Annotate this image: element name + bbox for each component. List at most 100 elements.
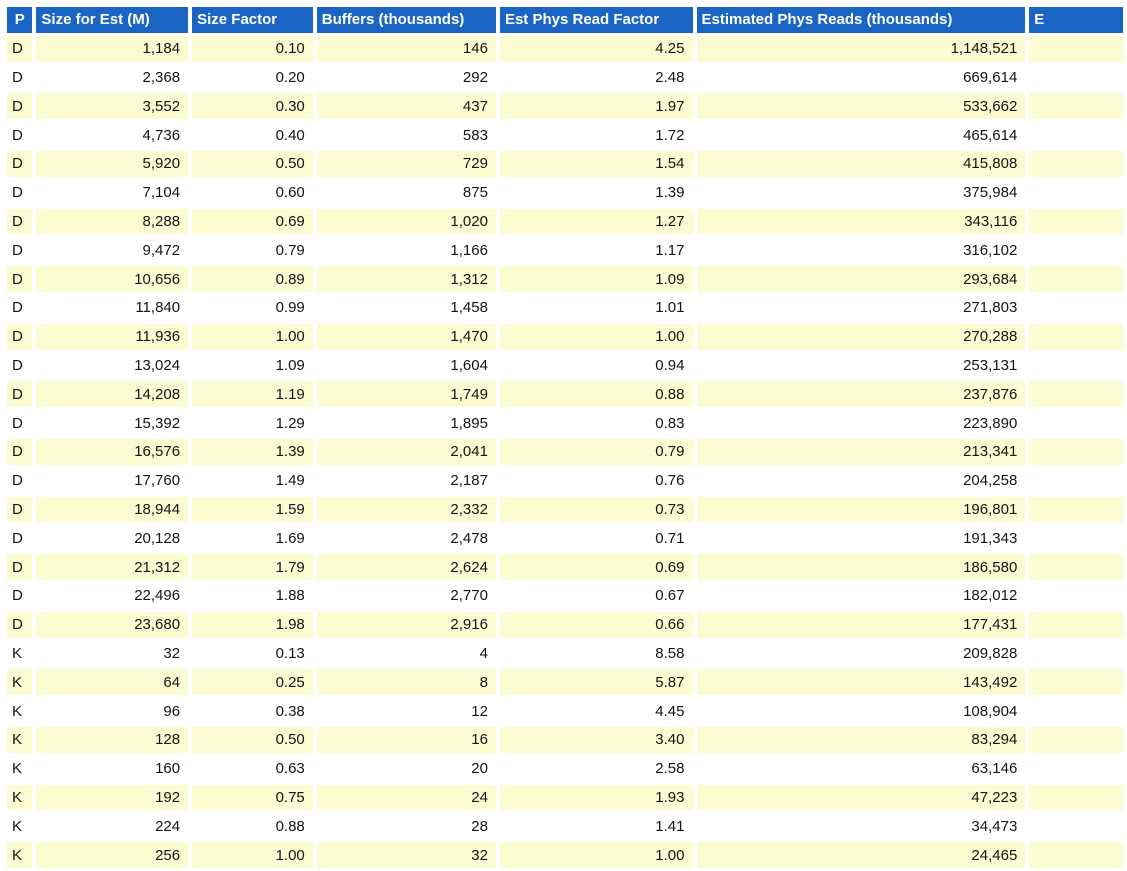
table-cell-truncated_column — [1029, 554, 1123, 580]
table-cell-est_phys_read_factor: 0.71 — [499, 525, 693, 552]
table-cell-truncated_column — [1029, 122, 1123, 148]
table-cell-p: D — [7, 525, 33, 552]
table-cell-est_phys_read_factor: 1.01 — [499, 294, 693, 321]
table-cell-size_for_est_m: 8,288 — [36, 208, 189, 235]
table-cell-estimated_phys_reads_thousands: 237,876 — [696, 381, 1026, 408]
column-header-buffers: Buffers (thousands) — [316, 7, 496, 33]
table-cell-size_for_est_m: 160 — [36, 755, 189, 782]
table-cell-truncated_column — [1029, 410, 1123, 436]
table-cell-estimated_phys_reads_thousands: 213,341 — [696, 438, 1026, 465]
table-cell-size_factor: 0.50 — [192, 150, 313, 177]
table-cell-size_for_est_m: 1,184 — [36, 35, 189, 62]
table-cell-truncated_column — [1029, 438, 1123, 465]
column-header-truncated: E — [1029, 7, 1123, 33]
table-cell-p: D — [7, 122, 33, 148]
table-cell-size_for_est_m: 13,024 — [36, 352, 189, 379]
table-row: K 256 1.00 32 1.00 24,465 — [7, 842, 1123, 868]
table-cell-truncated_column — [1029, 755, 1123, 782]
table-row: D 11,840 0.99 1,458 1.01 271,803 — [7, 294, 1123, 321]
table-cell-p: K — [7, 813, 33, 840]
table-cell-p: K — [7, 842, 33, 868]
table-cell-p: D — [7, 150, 33, 177]
table-cell-estimated_phys_reads_thousands: 293,684 — [696, 266, 1026, 292]
table-cell-estimated_phys_reads_thousands: 204,258 — [696, 467, 1026, 494]
table-cell-est_phys_read_factor: 2.48 — [499, 64, 693, 91]
table-cell-size_factor: 0.79 — [192, 237, 313, 264]
table-cell-buffers_thousands: 1,470 — [316, 323, 496, 350]
column-header-estimated-phys-reads: Estimated Phys Reads (thousands) — [696, 7, 1026, 33]
table-cell-p: D — [7, 64, 33, 91]
table-cell-size_factor: 0.20 — [192, 64, 313, 91]
table-row: D 16,576 1.39 2,041 0.79 213,341 — [7, 438, 1123, 465]
table-cell-truncated_column — [1029, 582, 1123, 609]
table-cell-truncated_column — [1029, 64, 1123, 91]
table-cell-truncated_column — [1029, 150, 1123, 177]
table-cell-p: D — [7, 93, 33, 120]
table-cell-size_for_est_m: 14,208 — [36, 381, 189, 408]
table-cell-estimated_phys_reads_thousands: 24,465 — [696, 842, 1026, 868]
table-cell-size_factor: 0.38 — [192, 698, 313, 724]
table-cell-buffers_thousands: 1,895 — [316, 410, 496, 436]
table-cell-size_for_est_m: 7,104 — [36, 179, 189, 206]
table-cell-p: D — [7, 323, 33, 350]
table-cell-size_factor: 0.69 — [192, 208, 313, 235]
table-cell-truncated_column — [1029, 35, 1123, 62]
table-cell-estimated_phys_reads_thousands: 533,662 — [696, 93, 1026, 120]
table-cell-estimated_phys_reads_thousands: 177,431 — [696, 611, 1026, 638]
table-cell-est_phys_read_factor: 0.79 — [499, 438, 693, 465]
table-row: D 13,024 1.09 1,604 0.94 253,131 — [7, 352, 1123, 379]
table-cell-truncated_column — [1029, 352, 1123, 379]
table-cell-buffers_thousands: 24 — [316, 784, 496, 811]
table-cell-buffers_thousands: 12 — [316, 698, 496, 724]
table-cell-est_phys_read_factor: 0.69 — [499, 554, 693, 580]
table-cell-size_factor: 1.88 — [192, 582, 313, 609]
table-cell-size_factor: 0.50 — [192, 726, 313, 753]
table-cell-estimated_phys_reads_thousands: 34,473 — [696, 813, 1026, 840]
table-cell-buffers_thousands: 2,624 — [316, 554, 496, 580]
table-cell-p: D — [7, 554, 33, 580]
table-cell-truncated_column — [1029, 93, 1123, 120]
table-cell-est_phys_read_factor: 2.58 — [499, 755, 693, 782]
table-cell-buffers_thousands: 8 — [316, 669, 496, 696]
table-cell-size_factor: 1.19 — [192, 381, 313, 408]
table-row: D 17,760 1.49 2,187 0.76 204,258 — [7, 467, 1123, 494]
table-cell-size_for_est_m: 32 — [36, 640, 189, 667]
table-row: K 64 0.25 8 5.87 143,492 — [7, 669, 1123, 696]
table-row: D 9,472 0.79 1,166 1.17 316,102 — [7, 237, 1123, 264]
table-cell-truncated_column — [1029, 208, 1123, 235]
table-cell-size_factor: 0.63 — [192, 755, 313, 782]
table-cell-est_phys_read_factor: 4.45 — [499, 698, 693, 724]
table-row: D 21,312 1.79 2,624 0.69 186,580 — [7, 554, 1123, 580]
table-cell-size_for_est_m: 4,736 — [36, 122, 189, 148]
table-cell-est_phys_read_factor: 4.25 — [499, 35, 693, 62]
table-row: D 1,184 0.10 146 4.25 1,148,521 — [7, 35, 1123, 62]
table-cell-p: D — [7, 266, 33, 292]
table-cell-estimated_phys_reads_thousands: 182,012 — [696, 582, 1026, 609]
table-cell-estimated_phys_reads_thousands: 63,146 — [696, 755, 1026, 782]
table-cell-size_for_est_m: 256 — [36, 842, 189, 868]
table-row: D 11,936 1.00 1,470 1.00 270,288 — [7, 323, 1123, 350]
table-cell-size_for_est_m: 17,760 — [36, 467, 189, 494]
table-cell-p: D — [7, 467, 33, 494]
table-cell-est_phys_read_factor: 1.09 — [499, 266, 693, 292]
table-row: D 4,736 0.40 583 1.72 465,614 — [7, 122, 1123, 148]
table-cell-truncated_column — [1029, 381, 1123, 408]
column-header-pool: P — [7, 7, 33, 33]
table-cell-est_phys_read_factor: 3.40 — [499, 726, 693, 753]
table-row: D 10,656 0.89 1,312 1.09 293,684 — [7, 266, 1123, 292]
table-cell-est_phys_read_factor: 1.00 — [499, 323, 693, 350]
table-row: K 96 0.38 12 4.45 108,904 — [7, 698, 1123, 724]
table-cell-truncated_column — [1029, 294, 1123, 321]
table-cell-size_factor: 0.25 — [192, 669, 313, 696]
table-cell-size_for_est_m: 224 — [36, 813, 189, 840]
table-cell-p: K — [7, 698, 33, 724]
table-header-row: P Size for Est (M) Size Factor Buffers (… — [7, 7, 1123, 33]
table-cell-p: K — [7, 669, 33, 696]
table-cell-truncated_column — [1029, 784, 1123, 811]
table-cell-buffers_thousands: 2,332 — [316, 496, 496, 523]
table-cell-size_for_est_m: 11,936 — [36, 323, 189, 350]
buffer-pool-advisory-table: P Size for Est (M) Size Factor Buffers (… — [3, 4, 1127, 871]
table-cell-est_phys_read_factor: 0.94 — [499, 352, 693, 379]
table-cell-truncated_column — [1029, 726, 1123, 753]
